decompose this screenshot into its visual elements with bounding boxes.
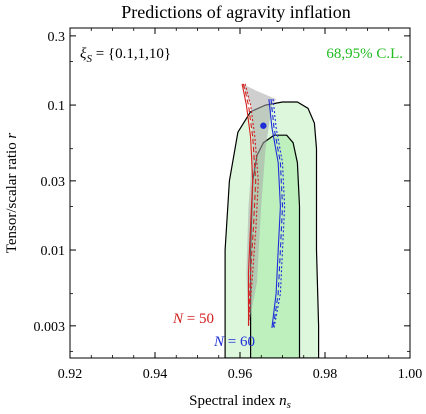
marker-point-1: [260, 122, 267, 129]
chart-title: Predictions of agravity inflation: [121, 2, 350, 22]
y-axis-label: Tensor/scalar ratio r: [4, 133, 20, 254]
curve-n-50-1: [241, 83, 254, 326]
axis-ticks: 0.92 0.94 0.96 0.98 1.00 0.003 0.01 0.03 0.1 0.3: [34, 28, 423, 382]
n60-label: N = 60: [213, 334, 255, 350]
y-tick-label: 0.1: [48, 99, 66, 114]
y-tick-label: 0.3: [48, 30, 66, 45]
y-tick-label: 0.003: [34, 320, 66, 335]
curve-n-60-1: [268, 99, 281, 329]
n50-label: N = 50: [172, 311, 214, 327]
x-tick-label: 0.98: [313, 367, 338, 382]
x-tick-label: 0.92: [58, 367, 83, 382]
x-tick-label: 0.94: [143, 367, 168, 382]
xi-annotation: ξS = {0.1,1,10}: [80, 46, 171, 65]
curve-n-50-3: [244, 83, 259, 326]
curve-n-60-3: [272, 99, 286, 329]
x-tick-label: 1.00: [398, 367, 423, 382]
plot-area: [224, 83, 320, 358]
x-axis-label: Spectral index ns: [189, 393, 291, 411]
x-tick-label: 0.96: [228, 367, 253, 382]
y-tick-label: 0.03: [41, 175, 66, 190]
curve-n-50-2: [242, 83, 257, 326]
curve-n-60-2: [270, 99, 284, 329]
region-agravity-prediction: [242, 83, 277, 326]
confidence-level-label: 68,95% C.L.: [326, 46, 403, 62]
y-tick-label: 0.01: [41, 244, 66, 259]
